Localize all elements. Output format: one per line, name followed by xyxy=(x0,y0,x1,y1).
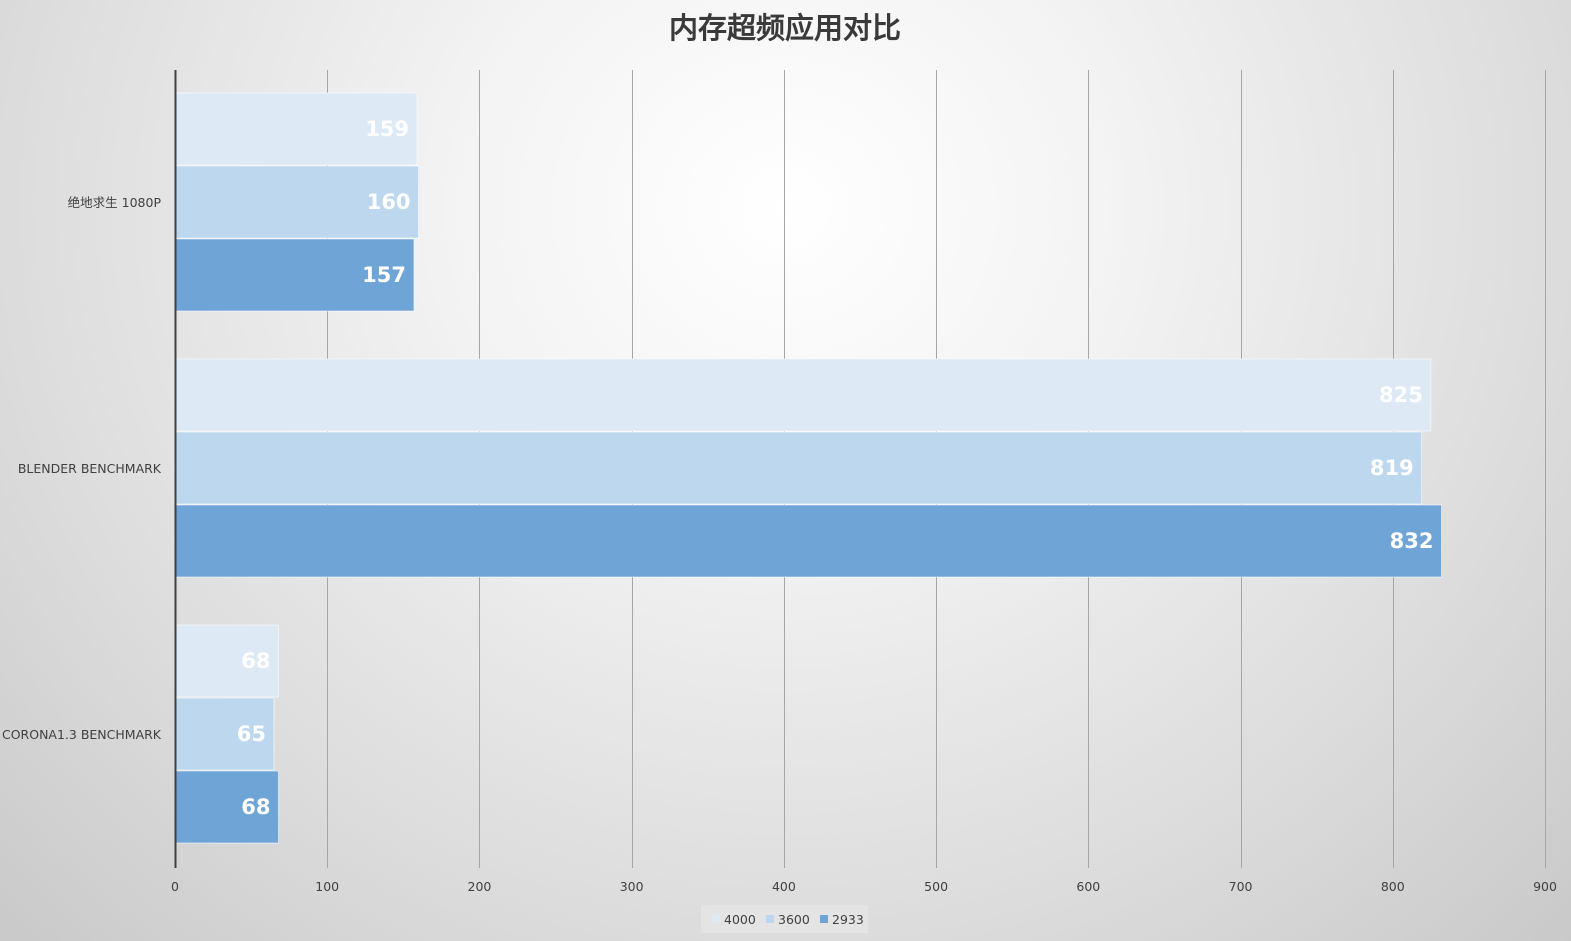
bar xyxy=(174,697,275,771)
bars xyxy=(174,92,1442,844)
bar xyxy=(174,92,418,166)
legend-label: 3600 xyxy=(778,912,810,927)
data-labels: 159 160 157 825 819 832 68 65 68 xyxy=(237,117,1434,819)
legend-swatch xyxy=(820,915,828,923)
legend: 4000 3600 2933 xyxy=(701,905,868,933)
category-labels: 绝地求生 1080P BLENDER BENCHMARK CORONA1.3 BEN… xyxy=(2,195,162,742)
legend-label: 2933 xyxy=(832,912,864,927)
data-label: 159 xyxy=(365,117,409,141)
chart-title: 内存超频应用对比 xyxy=(669,11,901,45)
x-tick-label: 200 xyxy=(468,879,492,894)
category-label: BLENDER BENCHMARK xyxy=(18,461,162,476)
data-label: 160 xyxy=(367,190,411,214)
data-label: 68 xyxy=(241,795,270,819)
bar xyxy=(174,238,415,312)
x-tick-label: 300 xyxy=(620,879,644,894)
data-label: 819 xyxy=(1370,456,1414,480)
data-label: 68 xyxy=(241,649,270,673)
x-tick-label: 600 xyxy=(1076,879,1100,894)
legend-swatch xyxy=(712,915,720,923)
x-tick-label: 0 xyxy=(171,879,179,894)
x-tick-label: 700 xyxy=(1229,879,1253,894)
category-label: CORONA1.3 BENCHMARK xyxy=(2,727,162,742)
category-label: 绝地求生 1080P xyxy=(68,195,162,210)
legend-label: 4000 xyxy=(724,912,756,927)
data-label: 832 xyxy=(1390,529,1434,553)
x-tick-labels: 0 100 200 300 400 500 600 700 800 900 xyxy=(171,879,1557,894)
bar xyxy=(174,624,280,698)
bar xyxy=(174,770,280,844)
x-tick-label: 400 xyxy=(772,879,796,894)
data-label: 157 xyxy=(362,263,406,287)
x-tick-label: 100 xyxy=(315,879,339,894)
bar xyxy=(174,358,1432,432)
bar xyxy=(174,504,1442,578)
x-tick-label: 800 xyxy=(1381,879,1405,894)
x-tick-label: 900 xyxy=(1533,879,1557,894)
bar xyxy=(174,431,1423,505)
legend-swatch xyxy=(766,915,774,923)
data-label: 65 xyxy=(237,722,266,746)
bar xyxy=(174,165,420,239)
data-label: 825 xyxy=(1379,383,1423,407)
x-tick-label: 500 xyxy=(924,879,948,894)
legend-box xyxy=(701,905,868,933)
